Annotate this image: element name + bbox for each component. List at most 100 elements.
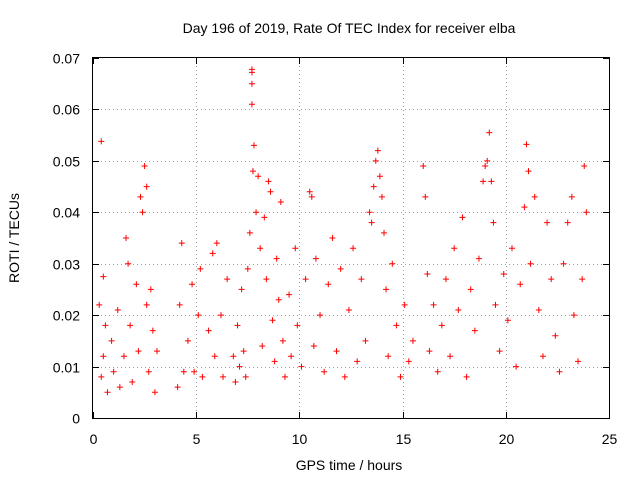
- data-point: [358, 276, 365, 283]
- data-point: [255, 173, 262, 180]
- data-point: [490, 219, 497, 226]
- data-point: [98, 373, 105, 380]
- x-tick-label: 0: [90, 431, 98, 447]
- data-point: [281, 373, 288, 380]
- y-tick-label: 0.07: [53, 51, 80, 67]
- data-point: [345, 307, 352, 313]
- data-point: [329, 235, 336, 241]
- data-point: [492, 301, 499, 308]
- data-point: [232, 379, 239, 385]
- data-point: [385, 353, 392, 360]
- x-tick-label: 25: [602, 431, 618, 447]
- data-point: [286, 291, 293, 298]
- data-point: [368, 219, 375, 226]
- data-point: [442, 276, 449, 283]
- data-point: [500, 271, 507, 277]
- data-point: [249, 168, 256, 175]
- data-point: [308, 193, 315, 200]
- data-point: [234, 322, 241, 329]
- data-point: [127, 322, 134, 329]
- data-point: [523, 141, 530, 148]
- data-point: [298, 363, 305, 370]
- data-point: [525, 168, 532, 175]
- data-point: [224, 276, 231, 283]
- data-point: [548, 276, 555, 283]
- data-point: [306, 188, 313, 195]
- x-tick-label: 10: [292, 431, 308, 447]
- data-point: [238, 286, 245, 293]
- data-point: [143, 301, 150, 308]
- y-tick-label: 0.04: [53, 205, 80, 221]
- data-point: [98, 138, 105, 145]
- data-point: [178, 240, 185, 247]
- data-point: [583, 209, 590, 216]
- data-point: [581, 163, 588, 169]
- data-point: [401, 301, 408, 308]
- data-point: [153, 348, 160, 355]
- data-point: [137, 193, 144, 200]
- data-point: [480, 178, 487, 185]
- x-axis-label: GPS time / hours: [296, 457, 403, 473]
- data-point: [434, 368, 441, 375]
- data-point: [325, 281, 332, 288]
- y-tick-label: 0.03: [53, 257, 80, 273]
- data-point: [292, 245, 299, 252]
- data-point: [267, 188, 274, 195]
- data-point: [426, 348, 433, 355]
- data-point: [209, 250, 216, 257]
- data-point: [149, 327, 156, 334]
- data-point: [459, 214, 466, 221]
- plot-frame: [92, 57, 610, 419]
- data-point: [250, 142, 257, 149]
- y-tick-label: 0.05: [53, 154, 80, 170]
- data-point: [370, 183, 377, 190]
- data-point: [496, 348, 503, 355]
- data-point: [393, 322, 400, 329]
- data-point: [184, 337, 191, 344]
- data-point: [374, 147, 381, 154]
- data-point: [521, 204, 528, 211]
- data-point: [570, 312, 577, 319]
- data-point: [110, 368, 117, 375]
- data-point: [174, 384, 181, 391]
- data-point: [337, 265, 344, 272]
- data-point: [199, 373, 206, 380]
- data-point: [271, 358, 278, 365]
- x-tick-label: 5: [193, 431, 201, 447]
- data-point: [195, 312, 202, 319]
- data-point: [248, 69, 255, 76]
- data-point: [544, 219, 551, 226]
- chart-title: Day 196 of 2019, Rate Of TEC Index for r…: [183, 20, 516, 36]
- data-point: [244, 265, 251, 272]
- data-point: [430, 301, 437, 308]
- data-point: [568, 193, 575, 200]
- data-point: [455, 307, 462, 313]
- data-point: [333, 348, 340, 355]
- data-point: [242, 373, 249, 380]
- data-point: [383, 286, 390, 293]
- data-point: [100, 353, 107, 360]
- data-point: [114, 307, 121, 313]
- data-point: [504, 317, 511, 324]
- data-point: [471, 327, 478, 334]
- data-point: [277, 199, 284, 205]
- data-point: [265, 178, 272, 185]
- data-point: [236, 363, 243, 370]
- data-point: [463, 373, 470, 380]
- data-point: [96, 301, 103, 308]
- data-point: [279, 337, 286, 344]
- data-point: [230, 353, 237, 360]
- data-point: [120, 353, 127, 360]
- data-point: [422, 193, 429, 200]
- x-tick-labels: 0 5 10 15 20 25: [90, 431, 618, 447]
- data-point: [513, 363, 520, 370]
- data-point: [488, 178, 495, 185]
- data-point: [447, 353, 454, 360]
- data-point: [397, 373, 404, 380]
- data-point: [321, 368, 328, 375]
- data-point: [310, 343, 317, 349]
- data-point: [389, 260, 396, 267]
- data-points: [96, 66, 590, 396]
- data-point: [129, 379, 136, 385]
- data-point: [531, 193, 538, 200]
